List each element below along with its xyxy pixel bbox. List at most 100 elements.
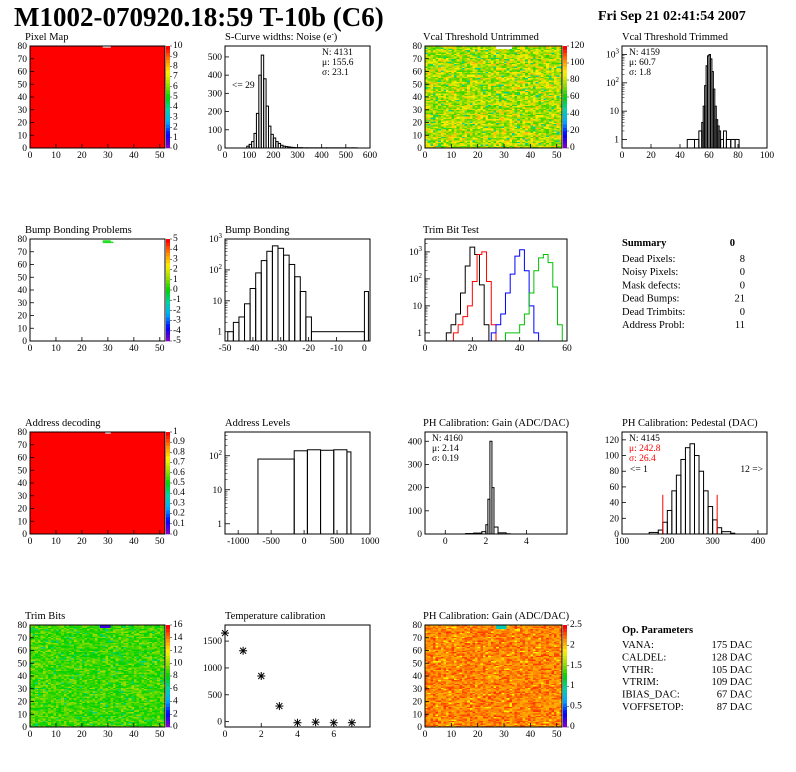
heatmap-cell [456,88,460,90]
heatmap-cell [430,108,434,111]
x-tick-label: 30 [103,537,113,547]
palette-step [166,283,170,287]
heatmap-cell [448,52,452,54]
heatmap-cell [440,140,444,142]
heatmap-cell [432,128,436,131]
heatmap-cell [467,46,471,48]
chart-title: Vcal Threshold Trimmed [622,32,729,43]
heatmap-cell [488,117,492,119]
heatmap-cell [493,47,497,49]
heatmap-cell [459,76,463,79]
heatmap-cell [461,116,465,118]
heatmap-cell [480,141,484,144]
y-tick-label: 120 [605,436,620,446]
x-tick-label: 10 [51,151,61,161]
heatmap-cell [459,88,463,90]
heatmap-cell [485,121,489,123]
heatmap-cell [498,145,502,148]
heatmap-cell [464,113,468,116]
palette-step [166,49,170,54]
heatmap-cell [438,119,442,122]
heatmap-cell [427,104,431,107]
heatmap-cell [459,97,463,99]
heatmap-cell [464,122,468,125]
heatmap-cell [453,142,457,145]
heatmap-cell [435,126,439,128]
heatmap-cell [464,70,468,72]
heatmap-cell [472,127,476,130]
palette-tick-label: 0.8 [173,447,185,457]
histogram-bar [730,138,736,149]
heatmap-cell [493,77,497,80]
heatmap-cell [448,57,452,60]
heatmap-cell [498,113,502,116]
palette-step [166,496,170,501]
heatmap-cell [501,109,505,112]
palette-step [563,103,567,108]
heatmap-cell [438,117,442,119]
heatmap-cell [425,116,428,118]
heatmap-cell [493,46,497,48]
heatmap-cell [477,145,481,148]
heatmap-cell [459,137,463,140]
heatmap-cell [469,117,473,119]
heatmap-cell [425,80,428,82]
heatmap-cell [453,80,457,82]
x-tick-label: 20 [468,344,478,354]
heatmap-cell [485,97,489,99]
heatmap-cell [467,56,471,58]
heatmap-cell [501,100,505,103]
heatmap-cell [425,58,428,61]
heatmap-cell [488,80,492,82]
heatmap-cell [493,94,497,97]
x-tick-label: 1000 [361,537,380,547]
heatmap-cell [446,74,450,76]
heatmap-cell [467,70,471,72]
heatmap-cell [461,81,465,84]
heatmap-cell [467,111,471,113]
heatmap-cell [493,86,497,89]
heatmap-cell [493,123,497,126]
heatmap-cell [504,133,507,136]
palette-step [166,93,170,98]
heatmap-cell [448,145,452,148]
heatmap-cell [456,125,460,127]
palette-step [166,141,170,145]
heatmap-cell [475,65,478,67]
heatmap-cell [446,88,450,90]
heatmap-cell [438,140,442,142]
heatmap-cell [464,142,468,145]
heatmap-cell [488,125,492,127]
heatmap-missing-pixel [105,46,109,48]
heatmap-cell [482,75,486,77]
heatmap-cell [472,135,476,137]
heatmap-cell [472,51,476,53]
heatmap-cell [461,105,465,108]
heatmap-cell [451,104,455,107]
heatmap-cell [496,132,500,135]
heatmap-cell [451,74,455,76]
heatmap-cell [488,118,492,121]
heatmap-cell [427,130,431,132]
heatmap-cell [467,47,471,49]
heatmap-cell [506,77,510,80]
heatmap-cell [443,131,447,133]
heatmap-cell [485,47,489,49]
heatmap-cell [435,116,439,118]
heatmap-cell [448,89,452,91]
heatmap-cell [427,58,431,61]
heatmap-cell [496,94,500,97]
heatmap-cell [451,126,455,128]
heatmap-cell [493,82,497,85]
y-tick-label: 102 [606,76,620,89]
heatmap-cell [493,98,497,100]
heatmap-cell [504,130,507,132]
heatmap-cell [485,81,489,84]
heatmap-cell [427,131,431,133]
heatmap-cell [501,135,505,137]
heatmap-cell [482,109,486,112]
heatmap-cell [427,68,431,71]
heatmap-cell [430,72,434,75]
